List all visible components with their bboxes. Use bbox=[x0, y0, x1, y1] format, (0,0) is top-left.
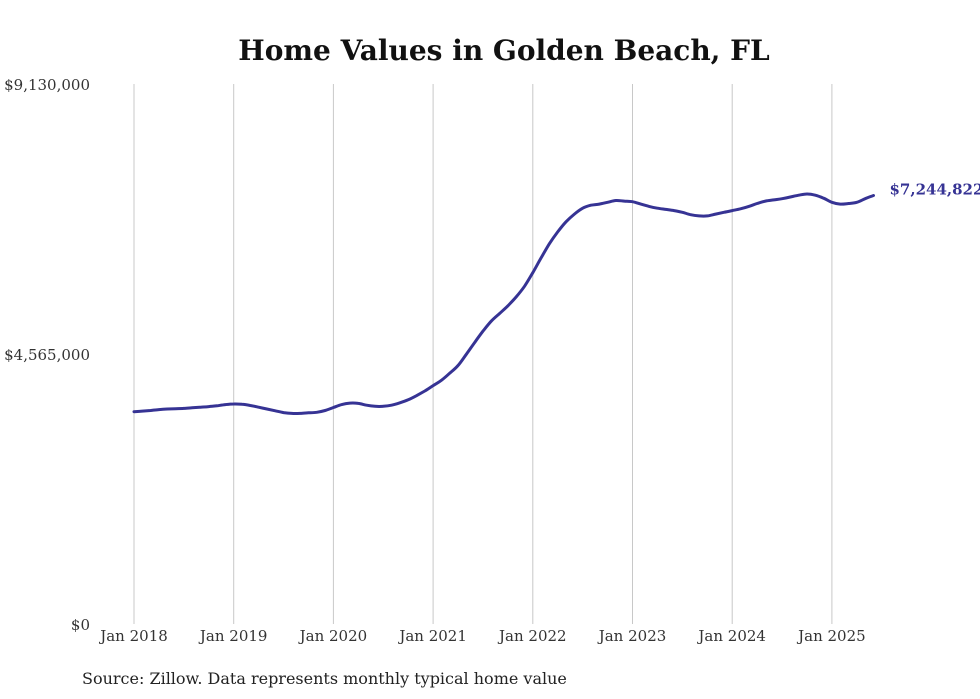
home-value-line bbox=[132, 192, 875, 416]
x-tick-label: Jan 2018 bbox=[98, 627, 168, 645]
x-tick-label: Jan 2025 bbox=[796, 627, 866, 645]
y-tick-label: $9,130,000 bbox=[4, 76, 90, 94]
x-tick-label: Jan 2023 bbox=[597, 627, 667, 645]
y-tick-label: $0 bbox=[71, 616, 90, 634]
chart-title: Home Values in Golden Beach, FL bbox=[238, 34, 770, 67]
x-tick-label: Jan 2021 bbox=[397, 627, 467, 645]
latest-value-label: $7,244,822 bbox=[889, 181, 980, 199]
source-note: Source: Zillow. Data represents monthly … bbox=[82, 669, 567, 688]
gridlines bbox=[133, 84, 833, 624]
x-tick-label: Jan 2019 bbox=[198, 627, 268, 645]
y-tick-label: $4,565,000 bbox=[4, 346, 90, 364]
y-axis: $9,130,000 $4,565,000 $0 bbox=[4, 76, 90, 634]
x-axis: Jan 2018 Jan 2019 Jan 2020 Jan 2021 Jan 2022… bbox=[98, 627, 865, 645]
x-tick-label: Jan 2024 bbox=[696, 627, 766, 645]
x-tick-label: Jan 2020 bbox=[298, 627, 368, 645]
x-tick-label: Jan 2022 bbox=[497, 627, 567, 645]
